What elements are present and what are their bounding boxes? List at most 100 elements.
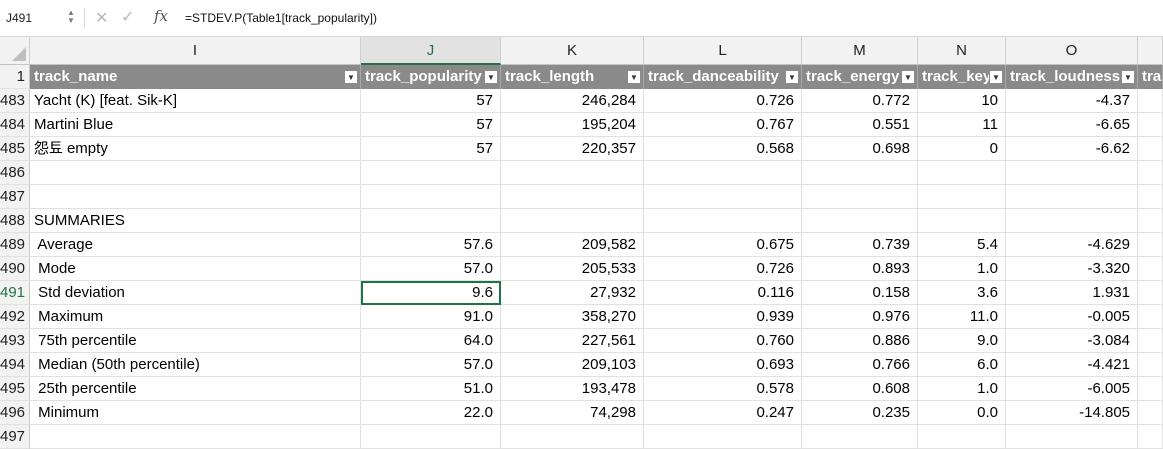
cell-L497[interactable] bbox=[644, 425, 802, 449]
cell-P496[interactable] bbox=[1138, 401, 1163, 425]
cell-I487[interactable] bbox=[30, 185, 361, 209]
cell-N489[interactable]: 5.4 bbox=[918, 233, 1006, 257]
cell-N492[interactable]: 11.0 bbox=[918, 305, 1006, 329]
cell-L495[interactable]: 0.578 bbox=[644, 377, 802, 401]
cell-M484[interactable]: 0.551 bbox=[802, 113, 918, 137]
cell-I497[interactable] bbox=[30, 425, 361, 449]
cancel-icon[interactable]: ✕ bbox=[95, 10, 109, 27]
column-header-J[interactable]: J bbox=[361, 37, 501, 65]
name-box[interactable]: J491 bbox=[6, 11, 33, 25]
row-header[interactable]: 495 bbox=[0, 377, 30, 401]
cell-P485[interactable] bbox=[1138, 137, 1163, 161]
cell-K495[interactable]: 193,478 bbox=[501, 377, 644, 401]
formula-input[interactable]: =STDEV.P(Table1[track_popularity]) bbox=[185, 11, 377, 25]
cell-M496[interactable]: 0.235 bbox=[802, 401, 918, 425]
cell-N485[interactable]: 0 bbox=[918, 137, 1006, 161]
filter-dropdown-icon[interactable]: ▼ bbox=[785, 70, 799, 84]
cell-N490[interactable]: 1.0 bbox=[918, 257, 1006, 281]
cell-N497[interactable] bbox=[918, 425, 1006, 449]
table-header-cell[interactable]: track_energy ▼ bbox=[802, 65, 918, 89]
row-header[interactable]: 483 bbox=[0, 89, 30, 113]
cell-J492[interactable]: 91.0 bbox=[361, 305, 501, 329]
cell-J496[interactable]: 22.0 bbox=[361, 401, 501, 425]
table-header-cell[interactable]: track_popularity ▼ bbox=[361, 65, 501, 89]
cell-K485[interactable]: 220,357 bbox=[501, 137, 644, 161]
cell-N484[interactable]: 11 bbox=[918, 113, 1006, 137]
cell-P487[interactable] bbox=[1138, 185, 1163, 209]
row-header[interactable]: 486 bbox=[0, 161, 30, 185]
cell-P493[interactable] bbox=[1138, 329, 1163, 353]
cell-M489[interactable]: 0.739 bbox=[802, 233, 918, 257]
cell-M487[interactable] bbox=[802, 185, 918, 209]
cell-P489[interactable] bbox=[1138, 233, 1163, 257]
cell-I496[interactable]: Minimum bbox=[30, 401, 361, 425]
row-header[interactable]: 487 bbox=[0, 185, 30, 209]
cell-M490[interactable]: 0.893 bbox=[802, 257, 918, 281]
column-header-L[interactable]: L bbox=[644, 37, 802, 65]
cell-N495[interactable]: 1.0 bbox=[918, 377, 1006, 401]
cell-P486[interactable] bbox=[1138, 161, 1163, 185]
cell-J483[interactable]: 57 bbox=[361, 89, 501, 113]
row-header[interactable]: 491 bbox=[0, 281, 30, 305]
spreadsheet-grid[interactable]: I J K L M N O 1 track_name ▼ track_populari… bbox=[0, 37, 1163, 449]
cell-L491[interactable]: 0.116 bbox=[644, 281, 802, 305]
cell-L483[interactable]: 0.726 bbox=[644, 89, 802, 113]
cell-O486[interactable] bbox=[1006, 161, 1138, 185]
enter-icon[interactable]: ✓ bbox=[121, 9, 135, 26]
filter-dropdown-icon[interactable]: ▼ bbox=[484, 70, 498, 84]
cell-O494[interactable]: -4.421 bbox=[1006, 353, 1138, 377]
cell-M486[interactable] bbox=[802, 161, 918, 185]
cell-N483[interactable]: 10 bbox=[918, 89, 1006, 113]
cell-N496[interactable]: 0.0 bbox=[918, 401, 1006, 425]
cell-O491[interactable]: 1.931 bbox=[1006, 281, 1138, 305]
cell-M494[interactable]: 0.766 bbox=[802, 353, 918, 377]
cell-I492[interactable]: Maximum bbox=[30, 305, 361, 329]
cell-K493[interactable]: 227,561 bbox=[501, 329, 644, 353]
table-header-cell[interactable]: track_key ▼ bbox=[918, 65, 1006, 89]
cell-M491[interactable]: 0.158 bbox=[802, 281, 918, 305]
cell-L496[interactable]: 0.247 bbox=[644, 401, 802, 425]
cell-P492[interactable] bbox=[1138, 305, 1163, 329]
cell-J488[interactable] bbox=[361, 209, 501, 233]
cell-K494[interactable]: 209,103 bbox=[501, 353, 644, 377]
row-header[interactable]: 485 bbox=[0, 137, 30, 161]
row-header[interactable]: 490 bbox=[0, 257, 30, 281]
cell-I494[interactable]: Median (50th percentile) bbox=[30, 353, 361, 377]
cell-J484[interactable]: 57 bbox=[361, 113, 501, 137]
filter-dropdown-icon[interactable]: ▼ bbox=[627, 70, 641, 84]
cell-P484[interactable] bbox=[1138, 113, 1163, 137]
cell-L484[interactable]: 0.767 bbox=[644, 113, 802, 137]
cell-K489[interactable]: 209,582 bbox=[501, 233, 644, 257]
cell-I483[interactable]: Yacht (K) [feat. Sik-K] bbox=[30, 89, 361, 113]
column-header-I[interactable]: I bbox=[30, 37, 361, 65]
cell-O493[interactable]: -3.084 bbox=[1006, 329, 1138, 353]
cell-K492[interactable]: 358,270 bbox=[501, 305, 644, 329]
cell-O483[interactable]: -4.37 bbox=[1006, 89, 1138, 113]
cell-L490[interactable]: 0.726 bbox=[644, 257, 802, 281]
cell-I495[interactable]: 25th percentile bbox=[30, 377, 361, 401]
cell-J486[interactable] bbox=[361, 161, 501, 185]
cell-N494[interactable]: 6.0 bbox=[918, 353, 1006, 377]
cell-L488[interactable] bbox=[644, 209, 802, 233]
row-header[interactable]: 489 bbox=[0, 233, 30, 257]
cell-M483[interactable]: 0.772 bbox=[802, 89, 918, 113]
cell-I485[interactable]: 怨툐 empty bbox=[30, 137, 361, 161]
table-header-cell[interactable]: track_length ▼ bbox=[501, 65, 644, 89]
row-header[interactable]: 494 bbox=[0, 353, 30, 377]
cell-L485[interactable]: 0.568 bbox=[644, 137, 802, 161]
cell-J485[interactable]: 57 bbox=[361, 137, 501, 161]
table-header-cell[interactable]: track_loudness ▼ bbox=[1006, 65, 1138, 89]
cell-M492[interactable]: 0.976 bbox=[802, 305, 918, 329]
cell-N487[interactable] bbox=[918, 185, 1006, 209]
cell-N493[interactable]: 9.0 bbox=[918, 329, 1006, 353]
column-header-N[interactable]: N bbox=[918, 37, 1006, 65]
filter-dropdown-icon[interactable]: ▼ bbox=[901, 70, 915, 84]
cell-L492[interactable]: 0.939 bbox=[644, 305, 802, 329]
cell-K497[interactable] bbox=[501, 425, 644, 449]
cell-O484[interactable]: -6.65 bbox=[1006, 113, 1138, 137]
filter-dropdown-icon[interactable]: ▼ bbox=[989, 70, 1003, 84]
table-header-cell[interactable]: tra bbox=[1138, 65, 1163, 89]
cell-K496[interactable]: 74,298 bbox=[501, 401, 644, 425]
cell-J497[interactable] bbox=[361, 425, 501, 449]
cell-O495[interactable]: -6.005 bbox=[1006, 377, 1138, 401]
